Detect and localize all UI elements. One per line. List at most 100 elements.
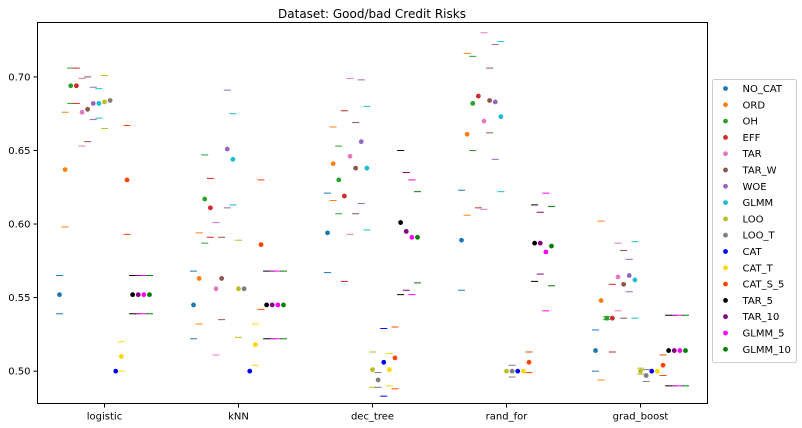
data-point [615, 274, 621, 280]
data-point [609, 315, 615, 321]
legend-marker [723, 330, 728, 336]
legend-label: CAT [743, 247, 763, 258]
data-point [498, 114, 504, 120]
data-point [409, 234, 415, 240]
y-axis: 0.50 0.55 0.60 0.65 0.70 [8, 72, 38, 378]
x-axis: logistic kNN dec_tree rand_for grad_boost [87, 403, 669, 423]
data-point [102, 99, 107, 105]
y-tick-label: 0.70 [8, 72, 30, 83]
data-point [124, 177, 130, 183]
legend-label: NO_CAT [743, 84, 783, 95]
data-point [230, 156, 236, 162]
data-point [96, 101, 102, 106]
data-point [247, 368, 253, 374]
legend-marker [723, 167, 728, 173]
data-point [191, 302, 196, 308]
legend-marker [723, 183, 728, 189]
legend-label: OH [743, 117, 758, 128]
data-point [632, 277, 638, 283]
data-point [85, 106, 91, 112]
legend-label: CAT_T [743, 263, 774, 274]
legend-label: GLMM_5 [743, 329, 785, 340]
data-point [643, 373, 649, 378]
data-point [130, 292, 136, 298]
data-point [330, 161, 336, 167]
legend-marker [723, 346, 728, 352]
data-point [526, 359, 532, 365]
legend-marker [723, 314, 728, 320]
x-tick-label: grad_boost [613, 412, 669, 423]
data-point [660, 362, 666, 368]
plot-marks [56, 32, 689, 397]
x-tick-label: kNN [228, 412, 249, 423]
data-point [219, 276, 225, 281]
legend-label: GLMM [743, 198, 774, 209]
data-point [475, 93, 481, 99]
data-point [224, 146, 230, 152]
data-point [470, 101, 476, 106]
data-point [141, 292, 147, 298]
data-point [241, 286, 247, 292]
legend-marker [723, 232, 728, 238]
data-point [341, 193, 347, 199]
data-point [336, 177, 342, 183]
data-point [381, 359, 387, 365]
legend-label: LOO [743, 214, 764, 225]
data-point [683, 348, 688, 353]
legend-marker [723, 151, 728, 157]
data-point [57, 292, 62, 298]
legend-label: TAR_W [742, 166, 777, 177]
data-point [671, 348, 677, 353]
legend-marker [723, 249, 728, 254]
legend-label: CAT_S_5 [743, 280, 785, 291]
legend-box [712, 79, 797, 364]
legend-marker [723, 298, 728, 303]
data-point [549, 243, 554, 249]
data-point [196, 276, 202, 281]
data-point [492, 99, 498, 105]
legend-marker [723, 200, 728, 206]
data-point [358, 139, 364, 145]
data-point [364, 165, 370, 171]
legend-marker [723, 86, 728, 91]
data-point [520, 368, 526, 374]
data-point [325, 230, 330, 236]
data-point [398, 220, 404, 225]
data-point [68, 83, 74, 89]
legend-marker [723, 281, 728, 287]
x-tick-label: rand_for [486, 412, 529, 423]
data-point [147, 292, 152, 298]
legend-label: EFF [743, 133, 761, 144]
x-tick-label: logistic [87, 412, 122, 423]
data-point [264, 302, 270, 308]
y-tick-label: 0.65 [8, 146, 30, 157]
y-tick-label: 0.60 [8, 220, 30, 231]
data-point [252, 342, 258, 348]
data-point [487, 98, 493, 103]
data-point [621, 281, 627, 287]
data-point [213, 286, 219, 292]
data-point [375, 377, 381, 383]
legend-label: WOE [743, 182, 767, 193]
legend-label: ORD [743, 100, 766, 111]
legend-label: LOO_T [743, 231, 776, 242]
data-point [207, 205, 213, 211]
legend: NO_CAT ORD OH EFF TAR TAR_W WOE GLMM LOO LOO_T CAT… [712, 79, 797, 364]
data-point [73, 83, 79, 89]
legend-label: TAR [742, 149, 762, 160]
data-point [638, 368, 643, 374]
data-point [415, 234, 420, 240]
data-point [347, 153, 353, 159]
data-point [654, 368, 660, 374]
data-point [598, 298, 604, 303]
data-point [62, 167, 68, 173]
data-point [515, 368, 521, 374]
legend-marker [723, 265, 728, 271]
legend-label: TAR_5 [742, 296, 773, 307]
data-point [459, 237, 464, 243]
data-point [281, 302, 286, 308]
data-point [370, 367, 375, 373]
data-point [79, 109, 85, 115]
